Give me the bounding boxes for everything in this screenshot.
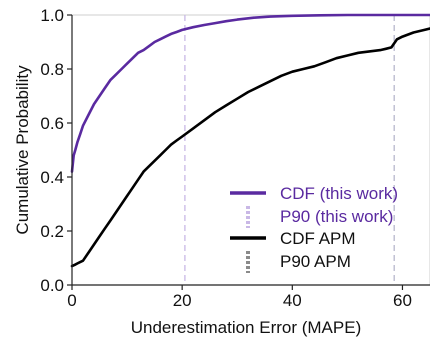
reference-lines xyxy=(184,15,395,285)
x-tick-label: 60 xyxy=(393,291,412,310)
legend-label-cdf-this-work: CDF (this work) xyxy=(280,184,398,203)
y-axis-label: Cumulative Probability xyxy=(13,65,32,235)
legend-label-cdf-apm: CDF APM xyxy=(280,229,356,248)
series-line xyxy=(70,13,430,173)
y-tick-label: 0.8 xyxy=(40,60,64,79)
legend: CDF (this work) P90 (this work) CDF APM … xyxy=(230,184,398,273)
legend-label-p90-this-work: P90 (this work) xyxy=(280,207,393,226)
series-line xyxy=(70,27,430,268)
y-tick-label: 0.4 xyxy=(40,168,64,187)
legend-label-p90-apm: P90 APM xyxy=(280,252,351,271)
x-tick-label: 0 xyxy=(67,291,76,310)
y-tick-label: 0.0 xyxy=(40,276,64,295)
x-axis-label: Underestimation Error (MAPE) xyxy=(131,318,362,337)
x-axis-ticks: 0 20 40 60 xyxy=(67,285,412,310)
y-tick-label: 0.2 xyxy=(40,222,64,241)
y-axis-ticks: 0.0 0.2 0.4 0.6 0.8 1.0 xyxy=(40,6,72,295)
y-tick-label: 0.6 xyxy=(40,114,64,133)
series-lines xyxy=(70,13,430,268)
y-tick-label: 1.0 xyxy=(40,6,64,25)
x-tick-label: 40 xyxy=(283,291,302,310)
x-tick-label: 20 xyxy=(173,291,192,310)
